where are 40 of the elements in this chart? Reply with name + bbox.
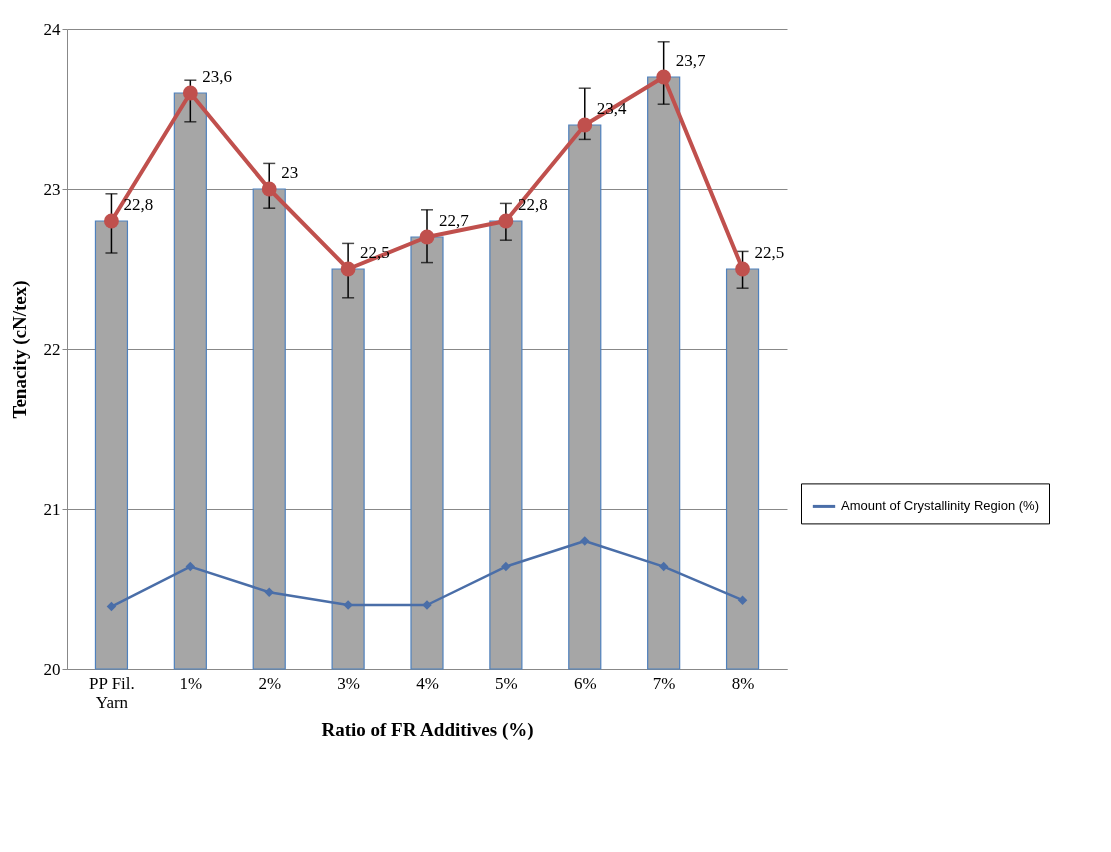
data-label: 23 bbox=[281, 163, 299, 182]
point bbox=[340, 261, 356, 277]
point bbox=[658, 561, 669, 572]
x-axis-title: Ratio of FR Additives (%) bbox=[321, 718, 534, 741]
point bbox=[577, 117, 593, 133]
point bbox=[185, 561, 196, 572]
point bbox=[501, 561, 511, 572]
data-label: 23,6 bbox=[202, 67, 233, 86]
point bbox=[737, 595, 748, 605]
x-tick-label: PP Fil. Yarn bbox=[89, 673, 135, 712]
x-tick-label: 2% bbox=[258, 673, 282, 693]
point bbox=[261, 181, 277, 197]
point bbox=[656, 69, 672, 85]
x-tick-label: 6% bbox=[573, 673, 597, 693]
data-label: 22,7 bbox=[439, 211, 470, 230]
x-tick-label: 8% bbox=[731, 673, 755, 693]
y-tick-label: 23 bbox=[43, 179, 61, 199]
data-label: 22,5 bbox=[360, 243, 390, 262]
data-label: 22,8 bbox=[517, 195, 548, 214]
x-tick-label: 7% bbox=[652, 673, 676, 693]
x-tick-label: 1% bbox=[179, 673, 203, 693]
y-tick-label: 21 bbox=[43, 499, 61, 519]
y-tick-label: 24 bbox=[43, 19, 61, 39]
y-tick-label: 20 bbox=[43, 659, 61, 679]
point bbox=[498, 213, 514, 229]
data-label: 22,8 bbox=[123, 195, 154, 214]
y-axis-title: Tenacity (cN/tex) bbox=[8, 280, 31, 419]
point bbox=[182, 85, 198, 101]
x-tick-label: 3% bbox=[337, 673, 360, 693]
point bbox=[419, 229, 435, 245]
x-tick-label: 4% bbox=[416, 673, 439, 693]
legend-label: Amount of Crystallinity Region (%) bbox=[841, 498, 1039, 514]
x-tick-label: 5% bbox=[495, 673, 518, 693]
data-label: 23,7 bbox=[675, 51, 706, 70]
point bbox=[106, 601, 117, 612]
point bbox=[735, 261, 750, 277]
point bbox=[104, 213, 119, 229]
point bbox=[264, 587, 274, 597]
y-tick-label: 22 bbox=[43, 339, 61, 359]
data-label: 22,5 bbox=[754, 243, 785, 262]
